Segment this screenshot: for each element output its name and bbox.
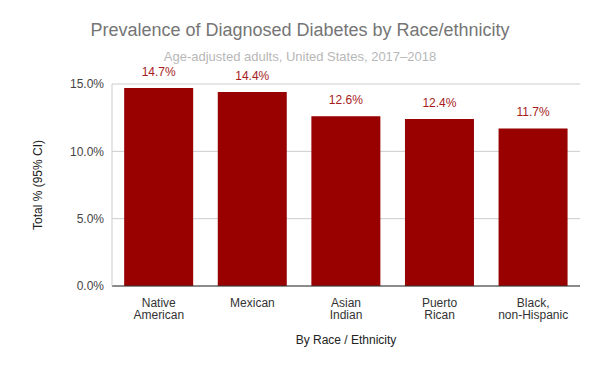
svg-text:By Race / Ethnicity: By Race / Ethnicity <box>296 333 397 347</box>
svg-text:5.0%: 5.0% <box>77 212 105 226</box>
svg-text:PuertoRican: PuertoRican <box>422 296 458 322</box>
svg-text:11.7%: 11.7% <box>516 105 549 119</box>
svg-text:0.0%: 0.0% <box>77 279 105 293</box>
svg-text:14.4%: 14.4% <box>235 69 269 83</box>
svg-text:10.0%: 10.0% <box>70 145 104 159</box>
svg-text:Black,non-Hispanic: Black,non-Hispanic <box>498 296 568 322</box>
svg-text:NativeAmerican: NativeAmerican <box>133 296 184 322</box>
svg-text:12.4%: 12.4% <box>422 96 456 110</box>
html-text:Age-adjusted adults, United St: Age-adjusted adults, United States, 2017… <box>163 49 437 64</box>
svg-text:12.6%: 12.6% <box>329 93 363 107</box>
svg-text:14.7%: 14.7% <box>142 65 176 79</box>
html-text:Prevalence of Diagnosed Diabet: Prevalence of Diagnosed Diabetes by Race… <box>90 20 510 40</box>
svg-text:AsianIndian: AsianIndian <box>330 296 363 322</box>
svg-text:Total % (95% CI): Total % (95% CI) <box>31 140 45 230</box>
svg-text:Mexican: Mexican <box>230 296 275 310</box>
svg-text:15.0%: 15.0% <box>70 77 104 91</box>
